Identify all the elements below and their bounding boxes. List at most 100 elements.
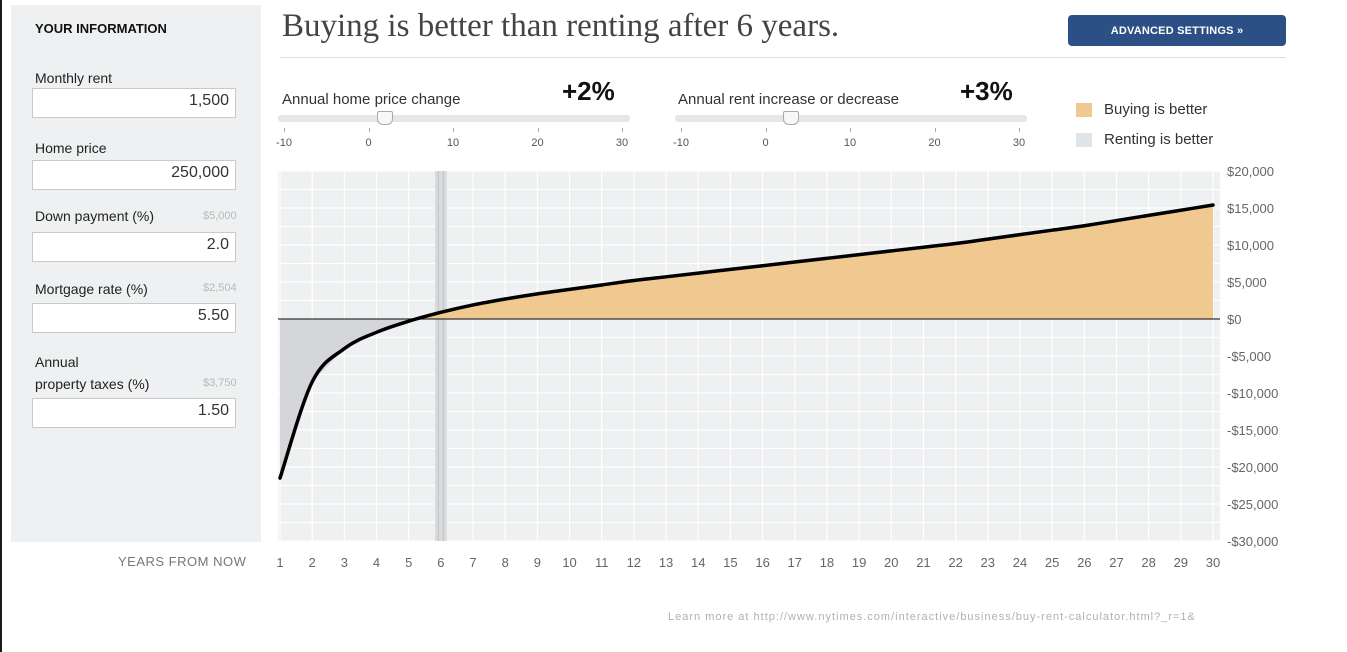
- slider-tick-mark: [537, 128, 539, 132]
- x-tick-label: 5: [405, 555, 412, 570]
- y-tick-label: $15,000: [1227, 201, 1274, 216]
- slider-tick-label: 10: [843, 137, 857, 149]
- home-price-change-handle[interactable]: [377, 111, 394, 125]
- net-value-line: [278, 203, 1215, 480]
- slider-tick-label: -10: [673, 137, 689, 149]
- home-price-label: Home price: [35, 140, 107, 156]
- header-divider: [280, 57, 1286, 58]
- slider-tick-label: -10: [276, 137, 292, 149]
- y-tick-label: $10,000: [1227, 238, 1274, 253]
- renting-better-label: Renting is better: [1104, 131, 1214, 148]
- y-tick-label: -$25,000: [1227, 497, 1278, 512]
- x-tick-label: 21: [916, 555, 930, 570]
- x-tick-label: 10: [562, 555, 576, 570]
- slider-tick-label: 10: [446, 137, 460, 149]
- renting-better-swatch: [1076, 133, 1092, 147]
- monthly-rent-input[interactable]: 1,500: [32, 88, 236, 118]
- monthly-rent-label: Monthly rent: [35, 70, 113, 86]
- x-tick-label: 19: [852, 555, 866, 570]
- x-tick-label: 23: [981, 555, 995, 570]
- y-tick-label: $0: [1227, 312, 1241, 327]
- x-tick-label: 24: [1013, 555, 1027, 570]
- slider-tick-label: 0: [365, 137, 372, 149]
- x-tick-label: 30: [1206, 555, 1220, 570]
- x-tick-label: 15: [723, 555, 737, 570]
- slider-tick-mark: [850, 128, 851, 132]
- y-tick-label: -$10,000: [1227, 386, 1278, 401]
- slider-tick-label: 30: [615, 137, 629, 149]
- window-edge: [0, 0, 2, 652]
- y-tick-label: -$5,000: [1227, 349, 1271, 364]
- y-tick-label: -$30,000: [1227, 534, 1278, 549]
- result-headline: Buying is better than renting after 6 ye…: [282, 8, 840, 44]
- buying-better-area: [416, 205, 1213, 319]
- slider-tick-label: 30: [1012, 137, 1026, 149]
- down-payment-amount: $5,000: [203, 210, 237, 222]
- x-tick-label: 11: [595, 555, 609, 570]
- home-price-change-label: Annual home price change: [282, 91, 461, 108]
- slider-tick-mark: [681, 128, 682, 132]
- x-tick-label: 18: [820, 555, 834, 570]
- slider-tick-mark: [368, 128, 370, 132]
- buying-better-label: Buying is better: [1104, 101, 1208, 118]
- rent-change-value: +3%: [960, 76, 1013, 106]
- x-tick-label: 20: [884, 555, 898, 570]
- x-tick-label: 12: [627, 555, 641, 570]
- advanced-settings-button[interactable]: ADVANCED SETTINGS »: [1068, 15, 1286, 46]
- x-tick-label: 14: [691, 555, 705, 570]
- panel-heading: YOUR INFORMATION: [35, 21, 167, 36]
- rent-change-slider[interactable]: [675, 115, 1027, 122]
- x-tick-label: 4: [373, 555, 380, 570]
- mortgage-rate-label: Mortgage rate (%): [35, 281, 148, 297]
- x-tick-label: 26: [1077, 555, 1091, 570]
- slider-tick-label: 0: [762, 137, 769, 149]
- x-tick-label: 7: [469, 555, 476, 570]
- slider-tick-mark: [1019, 128, 1020, 132]
- y-tick-label: -$20,000: [1227, 460, 1278, 475]
- breakeven-band: [434, 171, 447, 541]
- y-tick-label: $5,000: [1227, 275, 1267, 290]
- mortgage-rate-input[interactable]: 5.50: [32, 303, 236, 333]
- x-tick-label: 13: [659, 555, 673, 570]
- x-tick-label: 3: [341, 555, 348, 570]
- slider-tick-mark: [765, 128, 767, 132]
- x-tick-label: 22: [948, 555, 962, 570]
- x-tick-label: 9: [534, 555, 541, 570]
- slider-tick-mark: [934, 128, 936, 132]
- rent-change-handle[interactable]: [782, 111, 799, 125]
- x-tick-label: 1: [276, 555, 283, 570]
- property-taxes-input[interactable]: 1.50: [32, 398, 236, 428]
- mortgage-payment-amount: $2,504: [203, 282, 237, 294]
- property-taxes-label-line1: Annual: [35, 354, 79, 370]
- renting-better-area: [280, 319, 417, 479]
- x-tick-label: 28: [1141, 555, 1155, 570]
- buy-vs-rent-chart: $20,000 $15,000 $10,000 $5,000 $0 -$5,000 -$10…: [276, 164, 1278, 570]
- x-tick-label: 17: [788, 555, 802, 570]
- property-taxes-label-line2: property taxes (%): [35, 376, 150, 392]
- x-tick-label: 25: [1045, 555, 1059, 570]
- rent-change-label: Annual rent increase or decrease: [678, 91, 899, 108]
- information-panel: YOUR INFORMATION Monthly rent 1,500 Home…: [11, 5, 261, 542]
- buying-better-swatch: [1076, 103, 1092, 117]
- slider-tick-mark: [453, 128, 454, 132]
- slider-tick-mark: [622, 128, 623, 132]
- y-tick-label: $20,000: [1227, 164, 1274, 179]
- down-payment-label: Down payment (%): [35, 208, 155, 224]
- slider-tick-mark: [284, 128, 285, 132]
- home-price-change-slider[interactable]: [278, 115, 630, 122]
- x-tick-label: 27: [1109, 555, 1123, 570]
- learn-more-link[interactable]: Learn more at http://www.nytimes.com/int…: [668, 611, 1196, 623]
- y-tick-label: -$15,000: [1227, 423, 1278, 438]
- x-tick-label: 29: [1174, 555, 1188, 570]
- x-tick-label: 2: [309, 555, 316, 570]
- down-payment-input[interactable]: 2.0: [32, 232, 236, 262]
- x-tick-label: 6: [437, 555, 444, 570]
- slider-tick-label: 20: [928, 137, 941, 149]
- home-price-change-value: +2%: [562, 76, 615, 106]
- home-price-input[interactable]: 250,000: [32, 160, 236, 190]
- slider-tick-label: 20: [531, 137, 544, 149]
- x-tick-label: 16: [755, 555, 769, 570]
- x-axis-title: YEARS FROM NOW: [118, 554, 247, 569]
- x-tick-label: 8: [502, 555, 509, 570]
- property-taxes-amount: $3,750: [203, 377, 237, 389]
